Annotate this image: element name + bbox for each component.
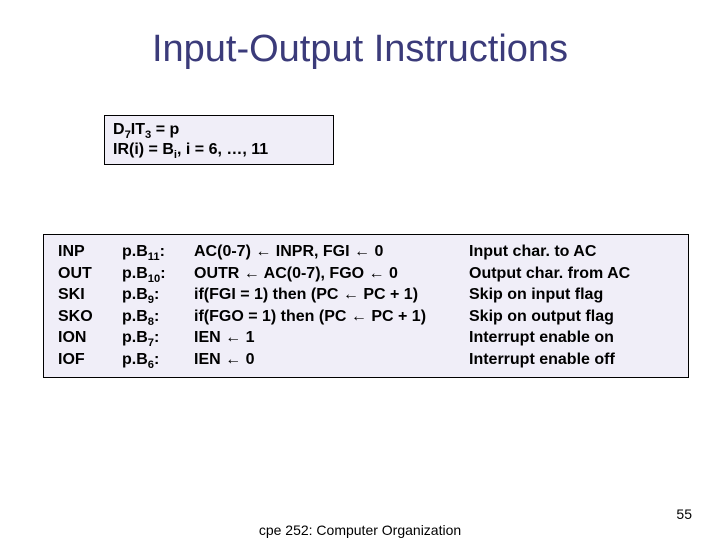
- mnemonic-cell: IOF: [54, 349, 118, 371]
- condition-line-1: D7IT3 = p: [113, 120, 325, 140]
- mnemonic-cell: SKI: [54, 284, 118, 306]
- table-row: OUTp.B10:OUTR ← AC(0-7), FGO ← 0Output c…: [54, 263, 678, 285]
- condition-cell: p.B10:: [118, 263, 190, 285]
- condition-cell: p.B6:: [118, 349, 190, 371]
- description-cell: Skip on output flag: [465, 306, 678, 328]
- condition-cell: p.B7:: [118, 327, 190, 349]
- page-number: 55: [676, 506, 692, 522]
- description-cell: Output char. from AC: [465, 263, 678, 285]
- condition-box: D7IT3 = p IR(i) = Bi, i = 6, …, 11: [104, 115, 334, 165]
- cond1-b: IT: [131, 121, 145, 138]
- instruction-table: INPp.B11:AC(0-7) ← INPR, FGI ← 0Input ch…: [43, 234, 689, 378]
- mnemonic-cell: SKO: [54, 306, 118, 328]
- mnemonic-cell: ION: [54, 327, 118, 349]
- description-cell: Interrupt enable on: [465, 327, 678, 349]
- description-cell: Interrupt enable off: [465, 349, 678, 371]
- slide-title: Input-Output Instructions: [0, 28, 720, 71]
- cond2-b: , i = 6, …, 11: [177, 141, 268, 158]
- operation-cell: IEN ← 0: [190, 349, 465, 371]
- operation-cell: if(FGO = 1) then (PC ← PC + 1): [190, 306, 465, 328]
- operation-cell: AC(0-7) ← INPR, FGI ← 0: [190, 241, 465, 263]
- table-row: IOFp.B6:IEN ← 0Interrupt enable off: [54, 349, 678, 371]
- condition-cell: p.B11:: [118, 241, 190, 263]
- condition-cell: p.B9:: [118, 284, 190, 306]
- table-row: SKIp.B9:if(FGI = 1) then (PC ← PC + 1)Sk…: [54, 284, 678, 306]
- table-row: IONp.B7:IEN ← 1Interrupt enable on: [54, 327, 678, 349]
- description-cell: Input char. to AC: [465, 241, 678, 263]
- cond2-a: IR(i) = B: [113, 141, 174, 158]
- operation-cell: IEN ← 1: [190, 327, 465, 349]
- description-cell: Skip on input flag: [465, 284, 678, 306]
- table-row: SKOp.B8:if(FGO = 1) then (PC ← PC + 1)Sk…: [54, 306, 678, 328]
- operation-cell: OUTR ← AC(0-7), FGO ← 0: [190, 263, 465, 285]
- cond1-a: D: [113, 121, 125, 138]
- operation-cell: if(FGI = 1) then (PC ← PC + 1): [190, 284, 465, 306]
- instruction-table-inner: INPp.B11:AC(0-7) ← INPR, FGI ← 0Input ch…: [54, 241, 678, 371]
- mnemonic-cell: OUT: [54, 263, 118, 285]
- condition-cell: p.B8:: [118, 306, 190, 328]
- cond1-c: = p: [151, 121, 179, 138]
- mnemonic-cell: INP: [54, 241, 118, 263]
- table-row: INPp.B11:AC(0-7) ← INPR, FGI ← 0Input ch…: [54, 241, 678, 263]
- footer-text: cpe 252: Computer Organization: [0, 522, 720, 538]
- condition-line-2: IR(i) = Bi, i = 6, …, 11: [113, 140, 325, 160]
